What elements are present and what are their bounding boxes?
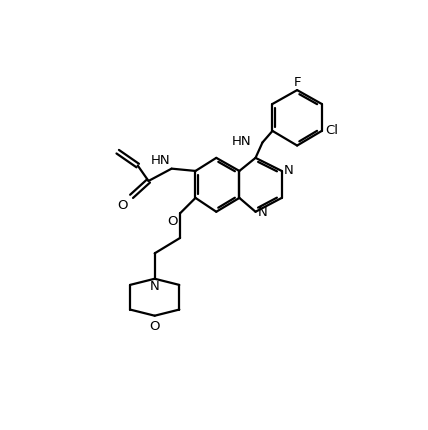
Text: N: N [150, 280, 160, 293]
Text: HN: HN [232, 135, 252, 148]
Text: N: N [284, 164, 294, 177]
Text: N: N [258, 206, 268, 219]
Text: O: O [149, 319, 160, 332]
Text: O: O [117, 200, 128, 212]
Text: O: O [167, 215, 178, 228]
Text: F: F [293, 76, 301, 89]
Text: Cl: Cl [326, 124, 339, 138]
Text: HN: HN [151, 154, 170, 167]
